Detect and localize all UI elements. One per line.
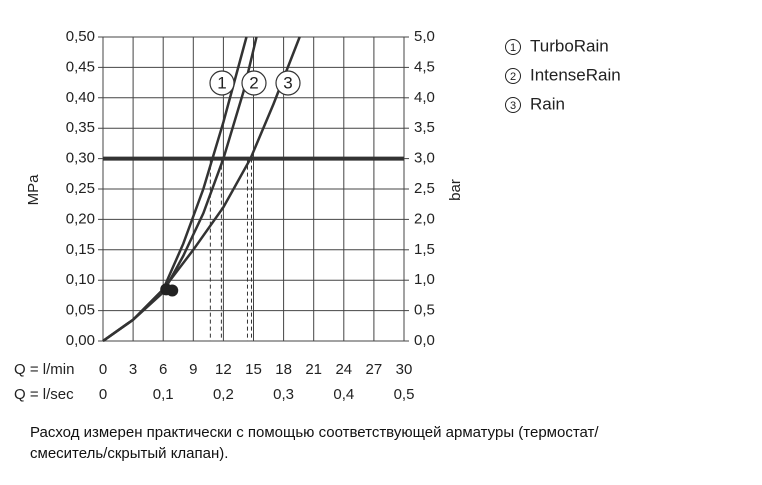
- legend-symbol: [505, 68, 521, 84]
- marker: [166, 284, 179, 297]
- y-tick-label: 0,35: [66, 119, 95, 136]
- curve-label-circle: [209, 70, 235, 96]
- x-tick-label: 3: [129, 361, 137, 378]
- legend-symbol-label: 1: [510, 42, 516, 54]
- note: Расход измерен практически с помощью соо…: [30, 422, 599, 464]
- x2-tick-label: 0,2: [213, 386, 234, 403]
- curve-label-circle: [241, 70, 267, 96]
- x2-tick-label: 0,1: [153, 386, 174, 403]
- y-tick-label: 0,15: [66, 241, 95, 258]
- y2-axis-label: bar: [447, 179, 464, 201]
- series-line: [102, 36, 301, 343]
- x-tick-label: 6: [159, 361, 167, 378]
- y2-tick-label: 5,0: [414, 28, 435, 45]
- x2-tick-label: 0,5: [394, 386, 415, 403]
- curve-label: 3: [283, 73, 292, 92]
- y2-tick-label: 2,5: [414, 180, 435, 197]
- y-tick-label: 0,25: [66, 180, 95, 197]
- y2-tick-label: 3,5: [414, 119, 435, 136]
- y2-tick-label: 1,0: [414, 271, 435, 288]
- y-tick-label: 0,00: [66, 332, 95, 349]
- y-tick-label: 0,10: [66, 271, 95, 288]
- x-tick-label: 24: [335, 361, 352, 378]
- y2-tick-label: 4,0: [414, 89, 435, 106]
- legend-symbol: [505, 39, 521, 55]
- y2-tick-label: 3,0: [414, 150, 435, 167]
- y-tick-label: 0,20: [66, 210, 95, 227]
- y2-tick-label: 2,0: [414, 210, 435, 227]
- x2-tick-label: 0: [99, 386, 107, 403]
- curve-label: 2: [249, 73, 258, 92]
- x-tick-label: 30: [396, 361, 413, 378]
- x-tick-label: 27: [366, 361, 383, 378]
- x2-tick-label: 0,4: [333, 386, 354, 403]
- y2-tick-label: 1,5: [414, 241, 435, 258]
- y-tick-label: 0,05: [66, 302, 95, 319]
- x-tick-label: 0: [99, 361, 107, 378]
- y-tick-label: 0,40: [66, 89, 95, 106]
- legend-symbol-label: 2: [510, 71, 516, 83]
- y-axis-label: MPa: [25, 174, 42, 206]
- legend-symbol-label: 3: [510, 100, 516, 112]
- legend-label: IntenseRain: [530, 65, 621, 84]
- x2-tick-label: 0,3: [273, 386, 294, 403]
- x-tick-label: 12: [215, 361, 232, 378]
- x-tick-label: 15: [245, 361, 262, 378]
- legend-label: TurboRain: [530, 36, 609, 55]
- y2-tick-label: 4,5: [414, 58, 435, 75]
- legend-label: Rain: [530, 94, 565, 113]
- legend-symbol: [505, 97, 521, 113]
- note-line: Расход измерен практически с помощью соо…: [30, 424, 599, 441]
- chart: MPa bar Q = l/min Q = l/sec 0 3 6 9 12 15 18 21…: [14, 28, 621, 403]
- x-tick-label: 18: [275, 361, 292, 378]
- y2-tick-label: 0,5: [414, 302, 435, 319]
- x-tick-label: 21: [305, 361, 322, 378]
- y-tick-label: 0,30: [66, 150, 95, 167]
- x-tick-label: 9: [189, 361, 197, 378]
- x2-axis-label: Q = l/sec: [14, 386, 74, 403]
- note-line: смеситель/скрытый клапан).: [30, 445, 229, 462]
- y2-tick-label: 0,0: [414, 332, 435, 349]
- y-tick-label: 0,45: [66, 58, 95, 75]
- curve-label-circle: [275, 70, 301, 96]
- x-axis-label: Q = l/min: [14, 361, 74, 378]
- curve-label: 1: [217, 73, 226, 92]
- y-tick-label: 0,50: [66, 28, 95, 45]
